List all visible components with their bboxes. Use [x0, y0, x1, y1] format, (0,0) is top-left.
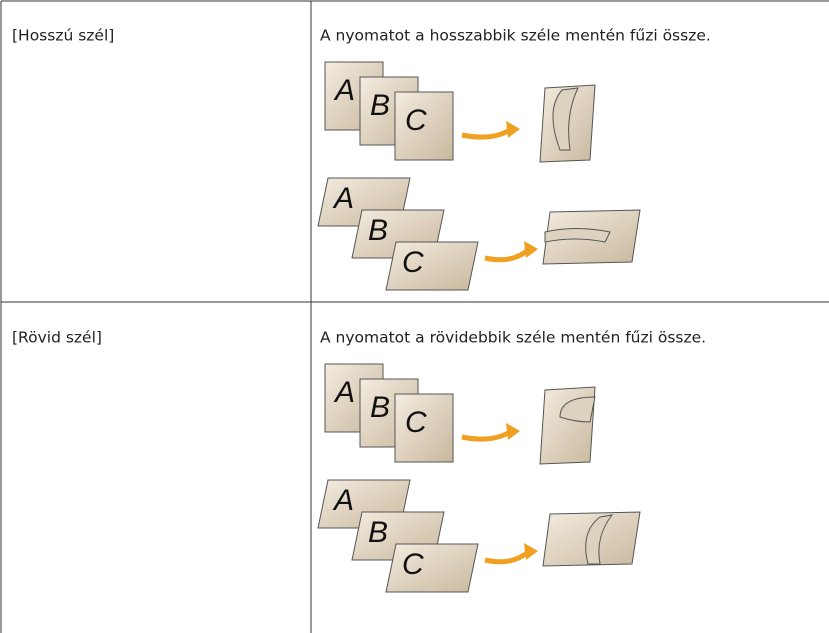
- fold: [559, 396, 596, 423]
- fold: [544, 228, 611, 243]
- row-description: A nyomatot a hosszabbik széle mentén fűz…: [320, 27, 711, 45]
- paper: [385, 543, 479, 593]
- paper: [385, 241, 479, 291]
- page-letter: C: [402, 548, 424, 581]
- fold: [585, 514, 614, 565]
- arrow-head: [506, 423, 520, 440]
- arrow-head: [524, 543, 538, 560]
- arrow: [461, 429, 512, 442]
- page-letter: C: [405, 104, 427, 137]
- row-description: A nyomatot a rövidebbik széle mentén fűz…: [320, 329, 706, 347]
- row-label: [Rövid szél]: [12, 329, 102, 347]
- page-letter: C: [405, 406, 427, 439]
- page-letter: A: [333, 376, 355, 409]
- arrow-head: [506, 121, 520, 138]
- arrow: [484, 248, 530, 263]
- fold: [552, 87, 579, 151]
- arrow: [461, 127, 512, 140]
- page-letter: A: [333, 74, 355, 107]
- paper: [394, 91, 454, 161]
- illustration: ABC: [317, 479, 641, 593]
- arrow-head: [524, 241, 538, 258]
- paper: [394, 393, 454, 463]
- page-letter: B: [370, 89, 390, 122]
- page-letter: A: [332, 484, 354, 517]
- row-label: [Hosszú szél]: [12, 27, 114, 45]
- page-letter: B: [368, 516, 388, 549]
- arrow: [484, 550, 530, 565]
- page-letter: B: [368, 214, 388, 247]
- page-letter: C: [402, 246, 424, 279]
- page-letter: B: [370, 391, 390, 424]
- illustration: ABC: [317, 177, 641, 291]
- page-letter: A: [332, 182, 354, 215]
